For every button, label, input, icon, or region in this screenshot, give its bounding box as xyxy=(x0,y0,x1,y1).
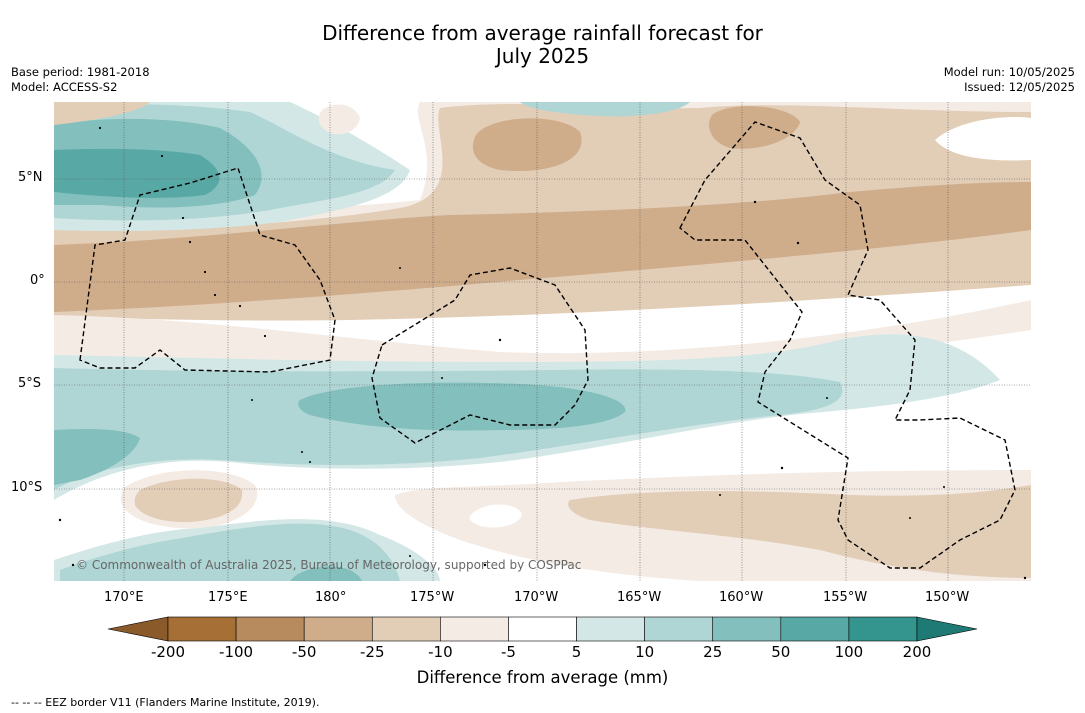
colorbar-tick-label: 100 xyxy=(834,643,864,661)
colorbar-swatch xyxy=(235,616,305,642)
colorbar-tick-label: 200 xyxy=(902,643,932,661)
colorbar-tick-label: -25 xyxy=(360,643,385,661)
lon-label-165w: 165°W xyxy=(617,590,662,605)
wet-sw-bottom-10 xyxy=(60,523,400,581)
colorbar-tick-label: 25 xyxy=(703,643,723,661)
lon-label-175w: 175°W xyxy=(410,590,455,605)
title-line-1: Difference from average rainfall forecas… xyxy=(322,21,763,45)
colorbar-swatch xyxy=(508,616,577,642)
dry-se-25 xyxy=(568,485,1031,578)
eez-borders xyxy=(79,121,1016,569)
eez-kiribati-gilbert xyxy=(79,167,336,373)
lon-label-175e: 175°E xyxy=(208,590,248,605)
colorbar-swatch xyxy=(371,616,441,642)
lon-label-155w: 155°W xyxy=(823,590,868,605)
colorbar-tick-label: -5 xyxy=(500,643,516,661)
colorbar-swatch xyxy=(644,616,714,642)
colorbar-swatch xyxy=(848,616,918,642)
model-name: Model: ACCESS-S2 xyxy=(11,80,118,94)
issued-date: Issued: 12/05/2025 xyxy=(964,80,1075,94)
colorbar-swatch xyxy=(780,616,850,642)
wet-south-west-25 xyxy=(54,428,140,485)
islands xyxy=(58,126,1027,580)
base-period: Base period: 1981-2018 xyxy=(11,65,150,79)
dry-patch-north-50a xyxy=(472,118,582,171)
colorbar-swatch xyxy=(167,616,237,642)
white-hole-east xyxy=(935,117,1031,161)
eez-legend-note: -- -- -- EEZ border V11 (Flanders Marine… xyxy=(11,696,320,709)
model-run: Model run: 10/05/2025 xyxy=(943,65,1075,79)
meta-right: Model run: 10/05/2025 Issued: 12/05/2025 xyxy=(944,65,1075,95)
eez-kiribati-phoenix xyxy=(371,267,589,444)
colorbar-swatch xyxy=(440,616,509,642)
meta-left: Base period: 1981-2018 Model: ACCESS-S2 xyxy=(11,65,150,95)
lon-label-150w: 150°W xyxy=(925,590,970,605)
lon-label-160w: 160°W xyxy=(719,590,764,605)
gridlines xyxy=(54,102,1031,581)
dry-blob-nw xyxy=(318,104,360,135)
colorbar-label: Difference from average (mm) xyxy=(416,668,669,687)
colorbar-tick-label: -200 xyxy=(150,643,186,661)
colorbar-tick-label: 50 xyxy=(771,643,791,661)
white-hole-se xyxy=(469,504,522,528)
lon-label-170w: 170°W xyxy=(514,590,559,605)
map-field xyxy=(54,102,1031,581)
eez-kiribati-line xyxy=(679,121,1016,569)
wet-north-50 xyxy=(54,148,220,198)
colorbar-tick-label: 10 xyxy=(635,643,655,661)
colorbar-tick-label: -10 xyxy=(428,643,453,661)
dry-strip-nw xyxy=(54,102,150,125)
dry-blob-sw-25 xyxy=(134,478,243,523)
colorbar xyxy=(107,616,978,642)
lat-label-5n: 5°N xyxy=(18,170,43,185)
colorbar-over-arrow xyxy=(916,616,978,642)
dry-patch-north-50b xyxy=(709,106,800,149)
colorbar-swatch xyxy=(712,616,782,642)
lat-label-0: 0° xyxy=(30,273,45,288)
dry-band-50 xyxy=(54,182,1031,312)
lon-label-180: 180° xyxy=(315,590,347,605)
colorbar-swatch xyxy=(576,616,645,642)
colorbar-tick-label: -50 xyxy=(291,643,317,661)
chart-title: Difference from average rainfall forecas… xyxy=(0,22,1085,68)
lat-label-5s: 5°S xyxy=(18,376,42,391)
wet-sw-bottom-25 xyxy=(290,566,362,581)
lat-label-10s: 10°S xyxy=(11,480,43,495)
colorbar-swatch xyxy=(303,616,373,642)
lon-label-170e: 170°E xyxy=(104,590,144,605)
colorbar-under-arrow xyxy=(107,616,169,642)
colorbar-tick-label: 5 xyxy=(571,643,582,661)
title-line-2: July 2025 xyxy=(495,44,590,68)
copyright-note: © Commonwealth of Australia 2025, Bureau… xyxy=(76,558,582,572)
colorbar-tick-label: -100 xyxy=(219,643,254,661)
wet-north-topstrip xyxy=(520,102,690,117)
